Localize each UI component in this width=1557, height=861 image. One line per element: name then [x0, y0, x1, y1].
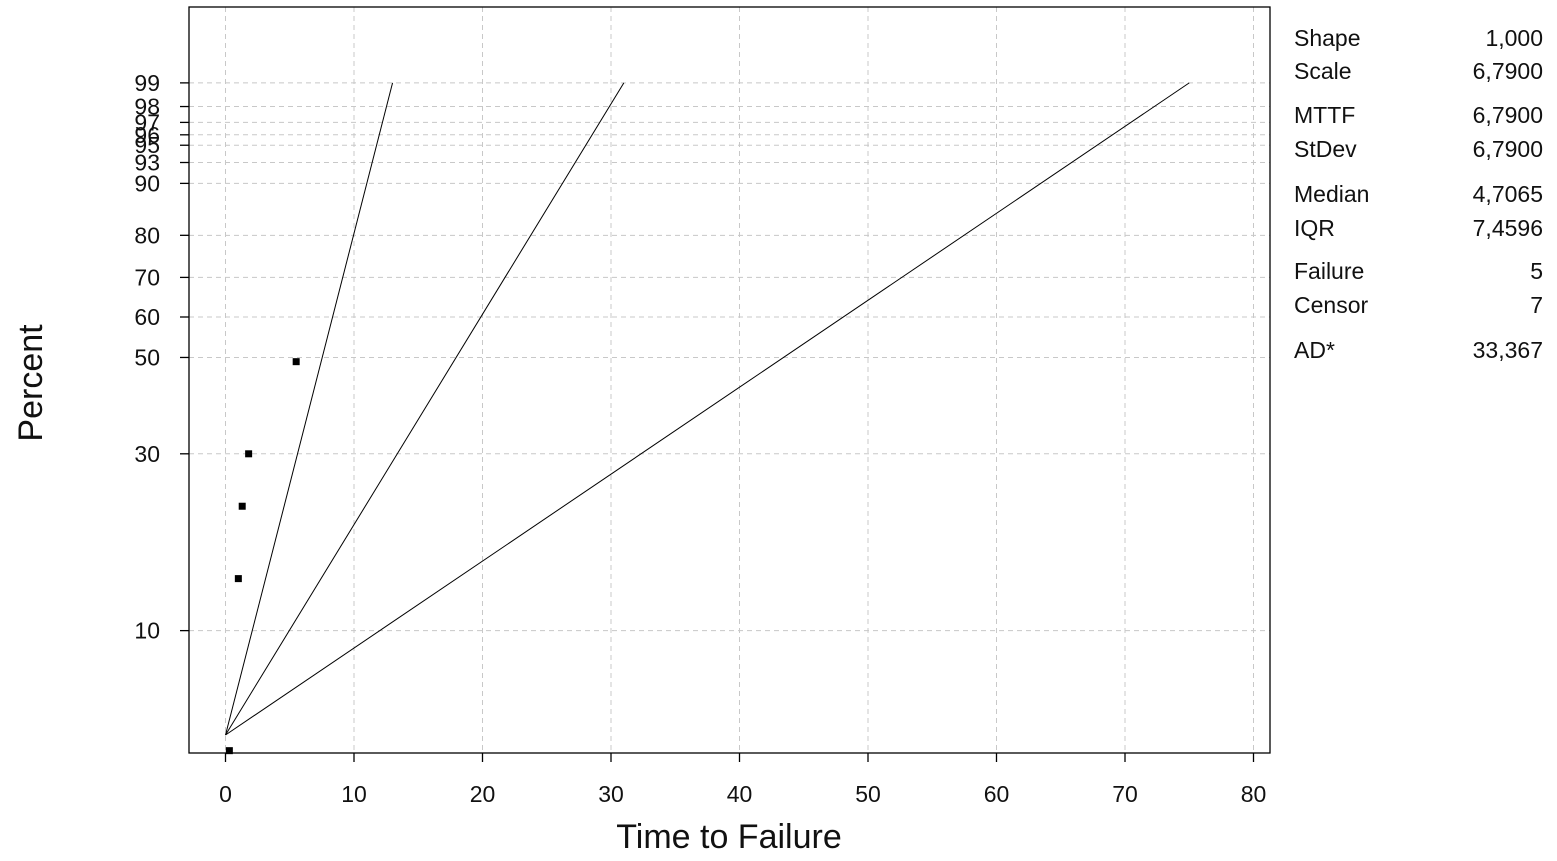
axis-layer: 0 10 20 30 40 50 60 70 8010305060708090939596979… [134, 70, 1266, 807]
stat-label: AD* [1294, 337, 1335, 363]
stat-value: 1,000 [1485, 25, 1543, 51]
y-tick-label: 98 [134, 94, 160, 120]
y-tick-label: 95 [134, 132, 160, 158]
y-tick-label: 97 [134, 109, 160, 135]
fit-line [225, 82, 1190, 736]
y-tick-label: 10 [134, 618, 160, 644]
x-tick-label: 10 [341, 781, 367, 807]
x-tick-label: 40 [727, 781, 753, 807]
stat-label: Scale [1294, 58, 1352, 84]
fit-line [225, 82, 394, 736]
stat-value: 7 [1530, 292, 1543, 318]
stat-value: 33,367 [1473, 337, 1543, 363]
x-axis-label: Time to Failure [616, 818, 841, 856]
y-tick-label: 93 [134, 150, 160, 176]
stat-label: Median [1294, 181, 1369, 207]
y-tick-label: 90 [134, 170, 160, 196]
x-tick-label: 80 [1241, 781, 1267, 807]
stat-value: 6,7900 [1473, 136, 1543, 162]
stats-panel: Shape 1,000 Scale 6,7900 MTTF 6,7900 StDev 6,79… [1294, 25, 1543, 363]
stat-label: Failure [1294, 258, 1364, 284]
y-tick-label: 60 [134, 304, 160, 330]
stat-label: MTTF [1294, 102, 1355, 128]
x-tick-label: 60 [984, 781, 1010, 807]
y-tick-label: 99 [134, 70, 160, 96]
data-points-layer [225, 358, 300, 755]
stat-value: 6,7900 [1473, 58, 1543, 84]
x-tick-label: 30 [598, 781, 624, 807]
stat-value: 5 [1530, 258, 1543, 284]
y-tick-label: 30 [134, 441, 160, 467]
fit-line [225, 82, 625, 736]
stat-label: Shape [1294, 25, 1361, 51]
y-tick-label: 70 [134, 264, 160, 290]
grid-layer [189, 7, 1270, 753]
data-point [292, 358, 300, 366]
data-point [225, 747, 233, 755]
data-point [245, 450, 253, 458]
stat-label: Censor [1294, 292, 1368, 318]
y-tick-label: 96 [134, 122, 160, 148]
x-tick-label: 20 [470, 781, 496, 807]
plot-frame [188, 6, 1271, 754]
fit-lines-layer [225, 82, 1190, 736]
stat-label: IQR [1294, 215, 1335, 241]
x-tick-label: 0 [219, 781, 232, 807]
data-point [238, 502, 246, 510]
stat-value: 7,4596 [1473, 215, 1543, 241]
stat-value: 4,7065 [1473, 181, 1543, 207]
stat-label: StDev [1294, 136, 1357, 162]
x-tick-label: 70 [1112, 781, 1138, 807]
data-point [234, 575, 242, 583]
y-axis-label: Percent [12, 324, 50, 442]
stat-value: 6,7900 [1473, 102, 1543, 128]
x-tick-label: 50 [855, 781, 881, 807]
y-tick-label: 80 [134, 222, 160, 248]
y-tick-label: 50 [134, 344, 160, 370]
